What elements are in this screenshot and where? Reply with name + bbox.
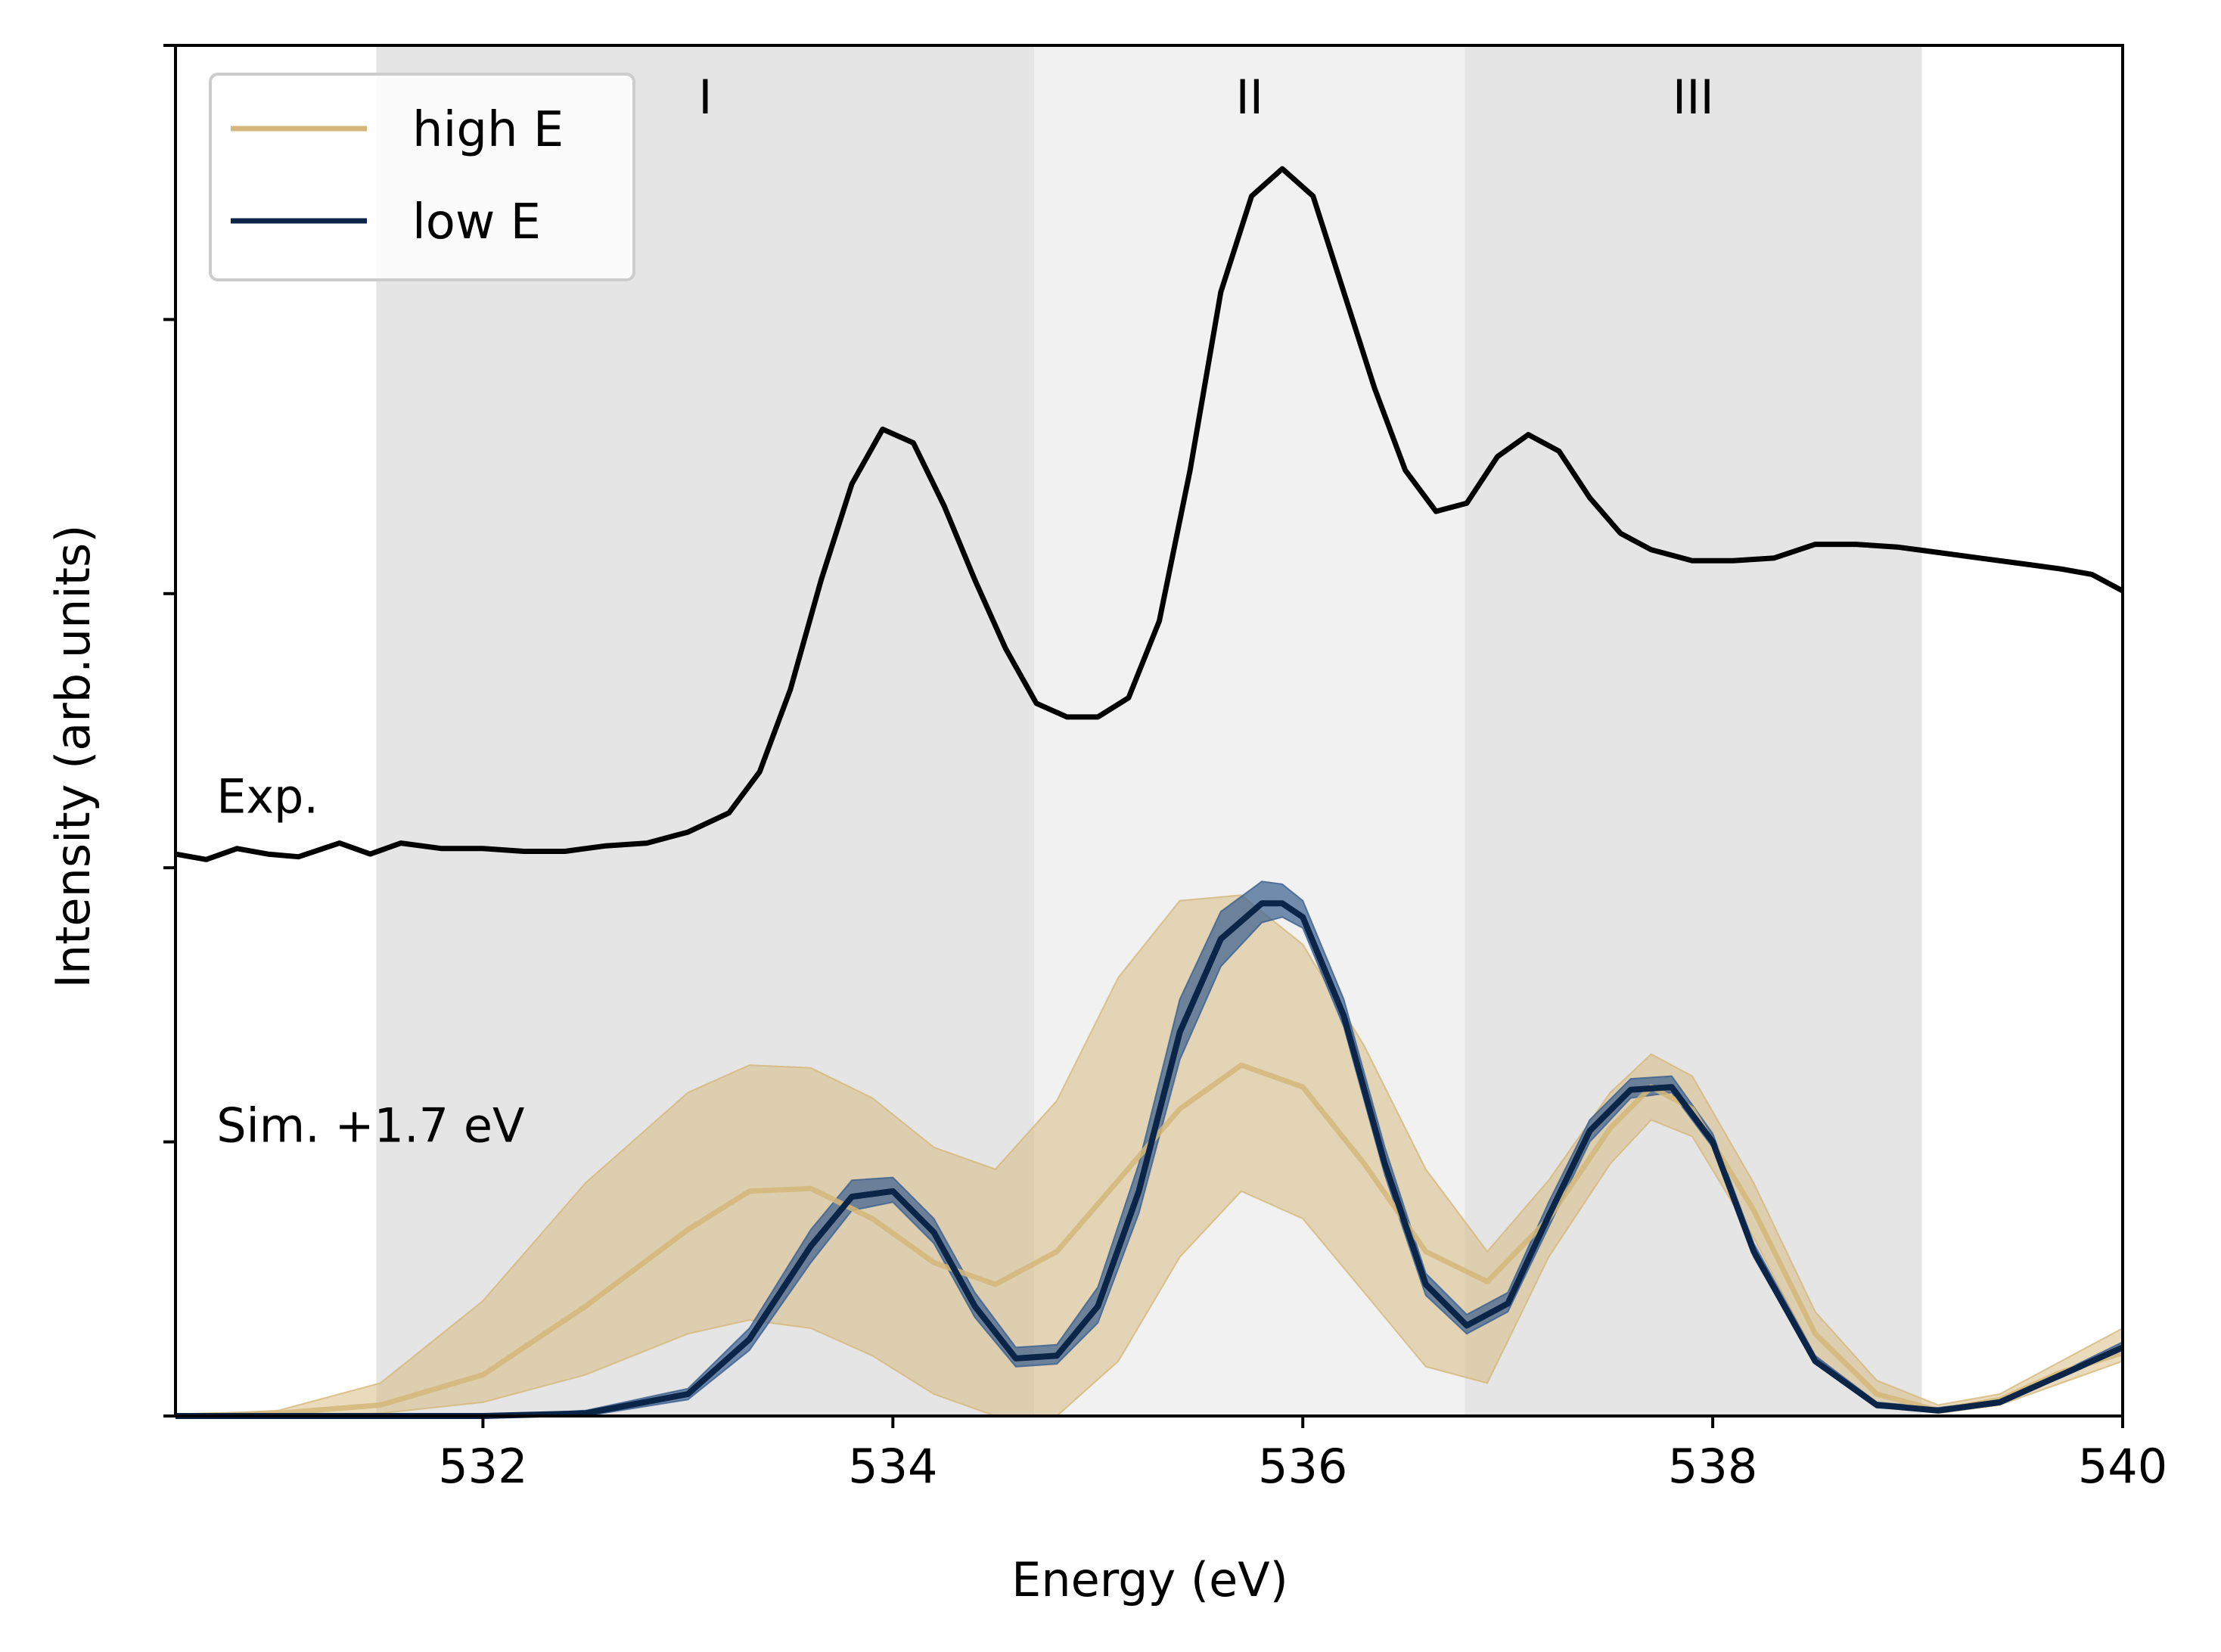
region-band-iii	[1465, 45, 1922, 1416]
legend-label-high-e: high E	[412, 102, 564, 158]
annotation-sim: Sim. +1.7 eV	[216, 1098, 524, 1154]
series-lines	[175, 166, 2124, 1419]
region-label-iii: III	[1673, 70, 1714, 125]
annotation-exp: Exp.	[216, 769, 318, 824]
axes-frame	[174, 44, 2124, 1418]
x-tick-label: 538	[1668, 1439, 1757, 1494]
series-line-low-e	[176, 900, 2124, 1419]
series-line-exp-	[175, 166, 2124, 862]
x-tick-label: 532	[438, 1439, 527, 1494]
legend: high E low E	[209, 73, 635, 281]
legend-box	[209, 73, 635, 281]
axis-ticks	[163, 44, 2124, 1428]
region-label-i: I	[698, 70, 712, 125]
x-axis-title: Energy (eV)	[1011, 1552, 1288, 1607]
x-tick-label: 536	[1258, 1439, 1347, 1494]
series-line-high-e	[175, 1062, 2124, 1419]
x-tick-label: 534	[848, 1439, 937, 1494]
x-tick-label: 540	[2078, 1439, 2167, 1494]
legend-label-low-e: low E	[412, 194, 541, 250]
region-label-ii: II	[1235, 70, 1263, 125]
y-axis-title: Intensity (arb.units)	[45, 525, 101, 989]
